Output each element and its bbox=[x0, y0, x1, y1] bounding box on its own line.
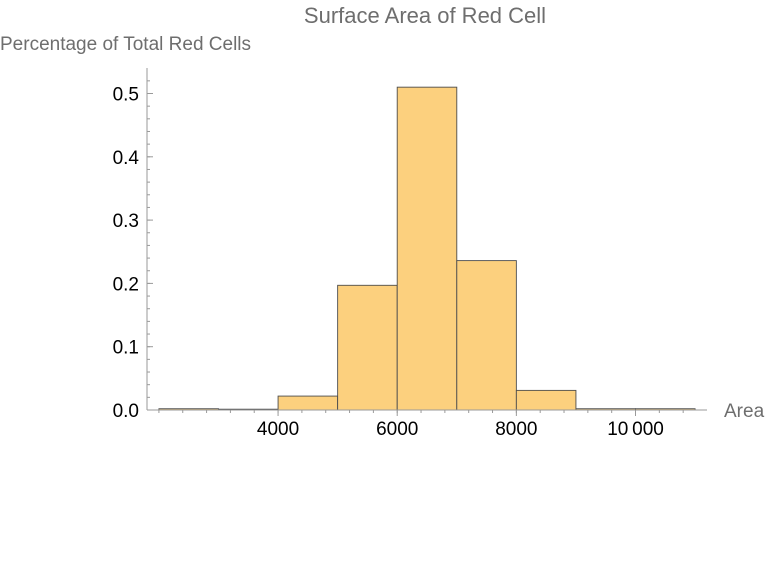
axes-group: 0.0 0.1 0.2 0.3 0.4 0.5 4000 6000 8000 10 000 bbox=[113, 68, 707, 440]
histogram-bar-6000-7000 bbox=[396, 86, 458, 411]
histogram-bar-7000-8000 bbox=[456, 260, 517, 411]
bar-group bbox=[158, 86, 696, 411]
y-tick-label: 0.0 bbox=[113, 401, 139, 422]
x-tick-label: 6000 bbox=[376, 419, 418, 440]
y-tick-label: 0.1 bbox=[113, 338, 139, 359]
y-tick-label: 0.2 bbox=[113, 274, 139, 295]
histogram-bar-5000-6000 bbox=[337, 284, 398, 411]
y-tick-label: 0.3 bbox=[113, 211, 139, 232]
y-tick-label: 0.5 bbox=[113, 85, 139, 106]
histogram-bar-8000-9000 bbox=[515, 389, 577, 411]
chart-title: Surface Area of Red Cell bbox=[304, 3, 546, 28]
histogram-bar-4000-5000 bbox=[277, 395, 339, 411]
x-axis-label: Area bbox=[724, 401, 765, 422]
y-tick-label: 0.4 bbox=[113, 148, 140, 169]
y-axis-label: Percentage of Total Red Cells bbox=[0, 34, 251, 55]
x-tick-label: 8000 bbox=[495, 419, 537, 440]
x-tick-label: 4000 bbox=[257, 419, 299, 440]
x-tick-label: 10 000 bbox=[607, 419, 664, 440]
